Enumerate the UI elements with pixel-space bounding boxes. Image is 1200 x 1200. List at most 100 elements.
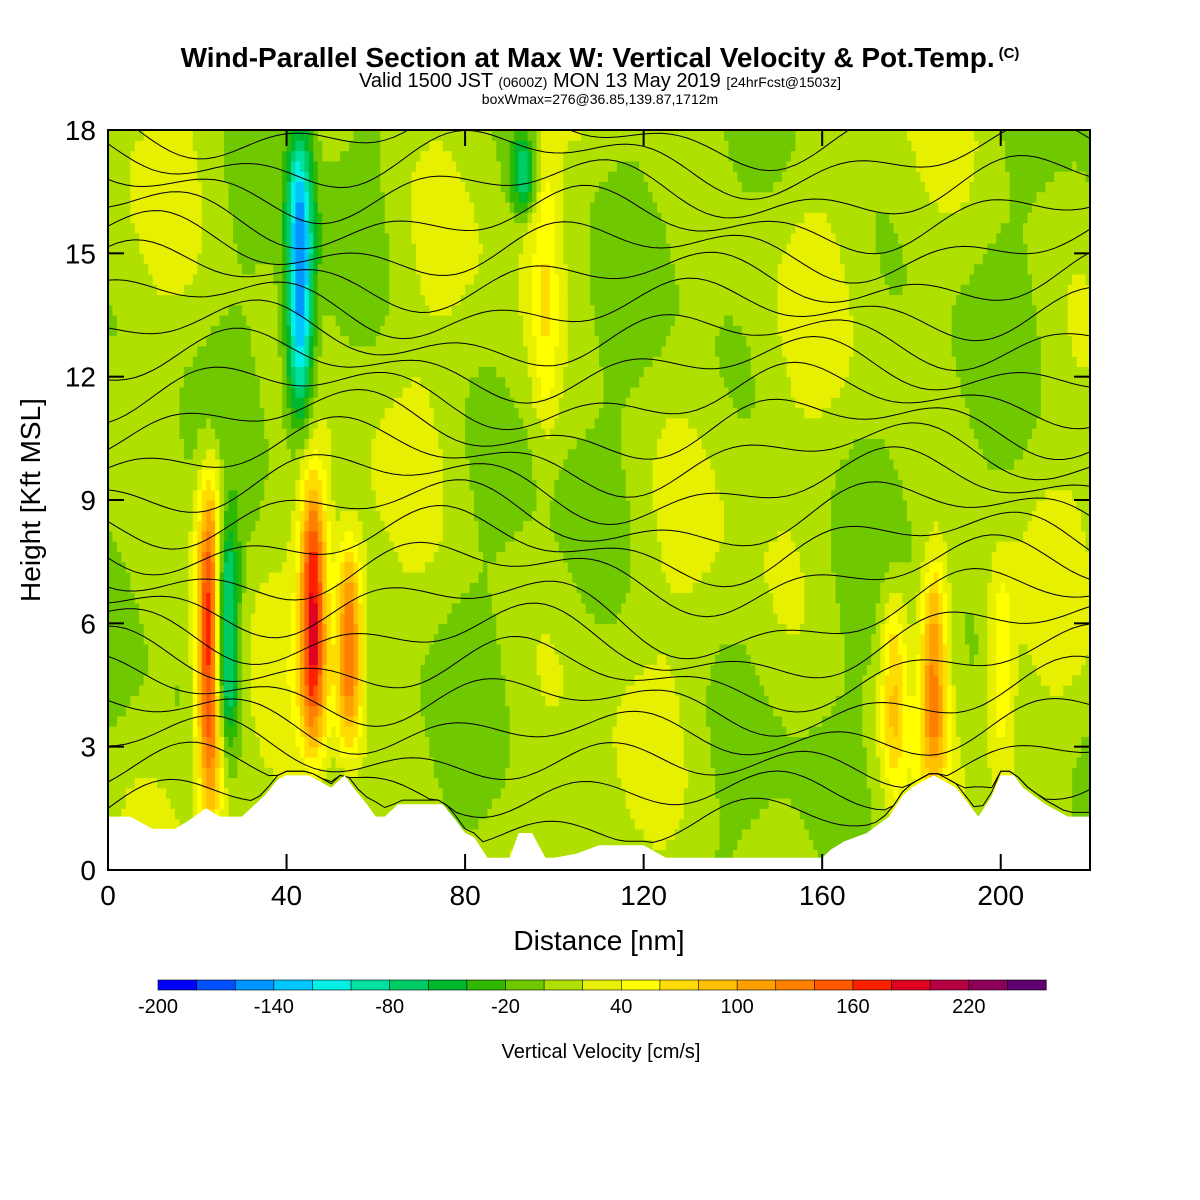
velocity-cell bbox=[353, 130, 359, 141]
velocity-cell bbox=[179, 171, 185, 182]
velocity-cell bbox=[357, 232, 364, 244]
velocity-cell bbox=[108, 664, 114, 676]
velocity-cell bbox=[291, 130, 297, 141]
velocity-cell bbox=[273, 438, 279, 450]
velocity-cell bbox=[340, 479, 346, 491]
velocity-cell bbox=[268, 530, 274, 542]
velocity-cell bbox=[219, 571, 225, 583]
velocity-cell bbox=[291, 520, 297, 532]
velocity-cell bbox=[192, 571, 198, 583]
velocity-cell bbox=[299, 304, 305, 316]
velocity-cell bbox=[259, 335, 265, 347]
velocity-cell bbox=[161, 685, 167, 696]
velocity-cell bbox=[340, 212, 346, 224]
velocity-cell bbox=[241, 294, 247, 306]
velocity-cell bbox=[326, 510, 332, 522]
velocity-cell bbox=[250, 366, 256, 378]
velocity-cell bbox=[237, 664, 243, 676]
velocity-cell bbox=[116, 140, 122, 152]
velocity-cell bbox=[250, 643, 256, 655]
velocity-cell bbox=[152, 356, 158, 367]
velocity-cell bbox=[179, 181, 185, 193]
velocity-cell bbox=[268, 407, 274, 419]
velocity-cell bbox=[317, 756, 323, 768]
velocity-cell bbox=[380, 356, 386, 367]
velocity-cell bbox=[308, 613, 314, 624]
velocity-cell bbox=[241, 201, 247, 213]
velocity-cell bbox=[366, 623, 372, 635]
velocity-cell bbox=[215, 602, 221, 614]
velocity-cell bbox=[353, 479, 359, 491]
velocity-cell bbox=[375, 243, 381, 254]
velocity-cell bbox=[340, 191, 346, 203]
velocity-cell bbox=[331, 541, 337, 552]
velocity-cell bbox=[112, 808, 118, 820]
velocity-cell bbox=[340, 756, 346, 768]
velocity-cell bbox=[197, 284, 203, 296]
velocity-cell bbox=[241, 726, 247, 737]
velocity-cell bbox=[174, 726, 181, 737]
velocity-cell bbox=[398, 366, 404, 378]
velocity-cell bbox=[331, 376, 337, 388]
velocity-cell bbox=[357, 222, 364, 234]
velocity-cell bbox=[237, 756, 243, 768]
velocity-cell bbox=[389, 571, 395, 583]
velocity-cell bbox=[166, 736, 172, 748]
velocity-cell bbox=[224, 273, 230, 285]
velocity-cell bbox=[108, 273, 114, 285]
velocity-cell bbox=[357, 140, 364, 152]
velocity-cell bbox=[232, 222, 239, 234]
velocity-cell bbox=[380, 767, 386, 779]
velocity-cell bbox=[282, 541, 288, 552]
velocity-cell bbox=[322, 150, 328, 162]
velocity-cell bbox=[241, 345, 247, 357]
velocity-cell bbox=[380, 705, 386, 717]
velocity-cell bbox=[393, 623, 399, 635]
velocity-cell bbox=[121, 130, 127, 141]
velocity-cell bbox=[174, 623, 181, 635]
velocity-cell bbox=[331, 695, 337, 707]
velocity-cell bbox=[353, 448, 359, 460]
velocity-cell bbox=[148, 726, 154, 737]
velocity-cell bbox=[219, 345, 225, 357]
velocity-cell bbox=[384, 325, 390, 337]
velocity-cell bbox=[134, 140, 140, 152]
velocity-cell bbox=[112, 643, 118, 655]
velocity-cell bbox=[407, 695, 413, 707]
velocity-cell bbox=[255, 613, 261, 624]
velocity-cell bbox=[246, 428, 252, 439]
velocity-cell bbox=[188, 263, 194, 275]
velocity-cell bbox=[139, 284, 145, 296]
velocity-cell bbox=[143, 222, 149, 234]
velocity-cell bbox=[411, 335, 417, 347]
velocity-cell bbox=[313, 397, 319, 409]
velocity-cell bbox=[264, 140, 270, 152]
velocity-cell bbox=[286, 263, 292, 275]
velocity-cell bbox=[157, 541, 163, 552]
velocity-cell bbox=[366, 263, 372, 275]
velocity-cell bbox=[134, 181, 140, 193]
velocity-cell bbox=[317, 613, 323, 624]
velocity-cell bbox=[174, 428, 181, 439]
velocity-cell bbox=[188, 181, 194, 193]
velocity-cell bbox=[197, 356, 203, 367]
velocity-cell bbox=[322, 469, 328, 481]
velocity-cell bbox=[313, 181, 319, 193]
velocity-cell bbox=[277, 273, 283, 285]
velocity-cell bbox=[286, 520, 292, 532]
velocity-cell bbox=[375, 582, 381, 594]
velocity-cell bbox=[349, 315, 355, 326]
velocity-cell bbox=[224, 510, 230, 522]
velocity-cell bbox=[192, 602, 198, 614]
velocity-cell bbox=[170, 633, 176, 645]
velocity-cell bbox=[246, 469, 252, 481]
velocity-cell bbox=[139, 212, 145, 224]
velocity-cell bbox=[183, 386, 189, 398]
velocity-cell bbox=[201, 253, 207, 265]
velocity-cell bbox=[393, 489, 399, 501]
velocity-cell bbox=[192, 273, 198, 285]
velocity-cell bbox=[349, 489, 355, 501]
velocity-cell bbox=[121, 428, 127, 439]
velocity-cell bbox=[277, 315, 283, 326]
velocity-cell bbox=[250, 633, 256, 645]
